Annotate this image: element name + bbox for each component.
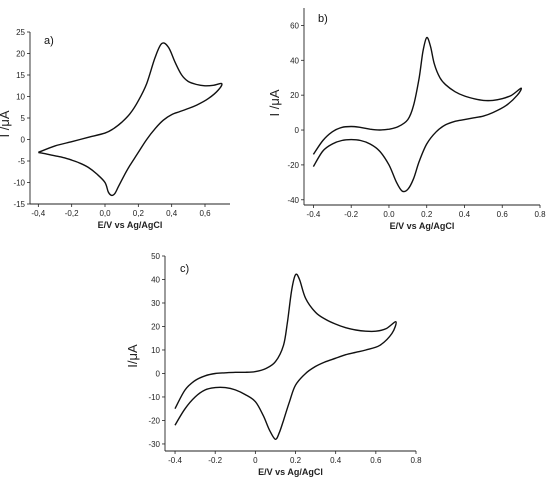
y-tick-label-2-3: 0 [156,369,161,378]
y-tick-label-0-3: 0 [21,136,26,145]
panel-label-1: b) [318,13,328,25]
y-tick-label-0-6: 15 [16,71,25,80]
y-tick-label-0-7: 20 [16,50,25,59]
x-tick-label-0-2: 0,0 [99,209,111,218]
y-tick-label-0-1: -10 [13,179,25,188]
cv-curve-1-0 [312,36,523,193]
panel-label-2: c) [180,263,189,275]
y-tick-label-2-8: 50 [151,252,160,261]
x-tick-label-1-3: 0.2 [421,210,433,219]
y-tick-label-2-6: 30 [151,299,160,308]
x-tick-label-0-4: 0,4 [166,209,178,218]
x-tick-label-2-6: 0.8 [410,456,422,465]
x-tick-label-1-6: 0.8 [534,210,546,219]
y-axis-label-0: I /μA [0,110,12,137]
x-tick-label-0-3: 0,2 [133,209,145,218]
y-tick-label-1-3: 20 [290,91,299,100]
y-tick-label-0-2: -5 [18,157,26,166]
panel-label-0: a) [44,35,54,47]
x-tick-label-2-0: -0.4 [168,456,182,465]
x-axis-label-1: E/V vs Ag/AgCl [390,221,455,231]
y-tick-label-0-5: 10 [16,93,25,102]
x-axis-label-2: E/V vs Ag/AgCl [258,467,323,477]
x-tick-label-2-3: 0.2 [290,456,302,465]
x-tick-label-1-2: 0.0 [383,210,395,219]
y-tick-label-2-7: 40 [151,275,160,284]
x-tick-label-2-4: 0.4 [330,456,342,465]
y-axis-label-2: I/μA [125,344,140,368]
x-axis-label-0: E/V vs Ag/AgCl [98,220,163,230]
x-tick-label-1-1: -0.2 [344,210,358,219]
y-tick-label-0-8: 25 [16,28,25,37]
x-tick-label-1-5: 0.6 [497,210,509,219]
cv-curve-2-0 [174,273,397,440]
y-tick-label-1-1: -20 [287,161,299,170]
x-tick-label-2-5: 0.6 [370,456,382,465]
y-tick-label-0-4: 5 [21,114,26,123]
y-tick-label-1-4: 40 [290,56,299,65]
x-tick-label-0-0: -0,4 [31,209,45,218]
y-axis-label-1: I /μA [267,89,282,116]
x-tick-label-1-0: -0.4 [307,210,321,219]
x-tick-label-2-1: -0.2 [208,456,222,465]
y-tick-label-1-5: 60 [290,21,299,30]
x-tick-label-1-4: 0.4 [459,210,471,219]
y-tick-label-1-2: 0 [295,126,300,135]
y-tick-label-0-0: -15 [13,200,25,209]
x-tick-label-2-2: 0 [253,456,258,465]
x-tick-label-0-5: 0,6 [199,209,211,218]
y-tick-label-2-2: -10 [148,393,160,402]
y-tick-label-2-1: -20 [148,416,160,425]
y-tick-label-2-5: 20 [151,322,160,331]
y-tick-label-2-0: -30 [148,440,160,449]
y-tick-label-1-0: -40 [287,196,299,205]
cv-curve-0-0 [38,42,223,197]
x-tick-label-0-1: -0,2 [65,209,79,218]
y-tick-label-2-4: 10 [151,346,160,355]
